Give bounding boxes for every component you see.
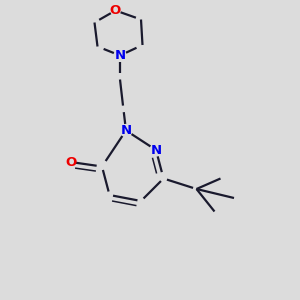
Text: O: O	[65, 155, 76, 169]
Text: N: N	[150, 143, 162, 157]
Text: N: N	[120, 124, 132, 137]
Text: N: N	[114, 49, 126, 62]
Text: O: O	[110, 4, 121, 17]
